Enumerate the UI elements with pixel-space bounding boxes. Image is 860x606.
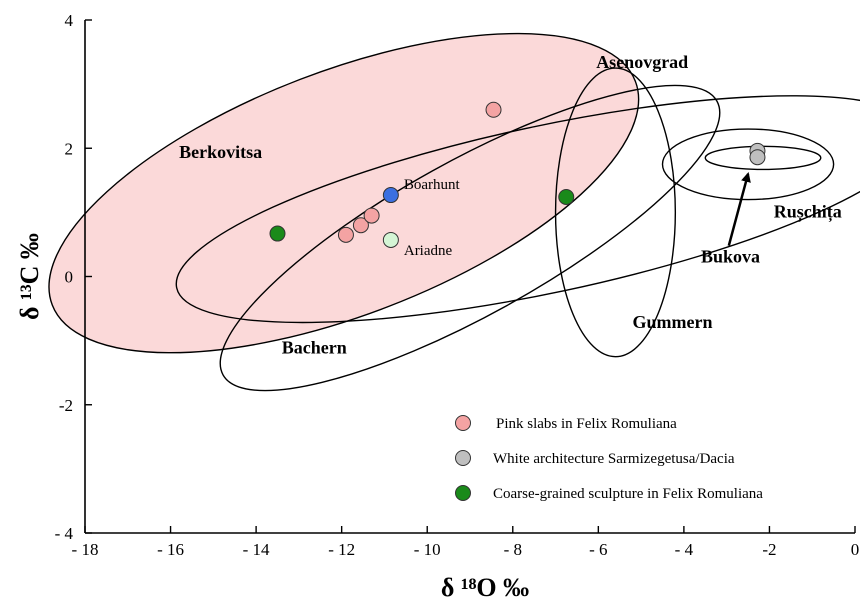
regions-layer [48,32,860,392]
bukova-arrow [727,171,751,247]
x-tick-label: - 18 [72,540,99,559]
y-axis-title: δ ¹³C ‰ [15,233,44,320]
legend-marker [455,485,471,501]
legend-entry: Coarse-grained sculpture in Felix Romuli… [493,486,763,502]
y-tick-label: 0 [65,268,74,287]
y-tick-label: 4 [65,11,74,30]
region-label-bukova: Bukova [701,246,760,266]
axes-layer: - 18 - 16 - 14 - 12 - 10 - 8 - 6 - 4 -2 0 4 2 0 -2 - 4… [15,11,859,602]
region-label-bachern: Bachern [282,337,347,357]
data-point-boarhunt [382,187,399,204]
region-label-ruchia: Rușchița [774,202,842,223]
x-tick-label: - 8 [504,540,522,559]
data-point-series0-0 [337,226,354,243]
point-label-boarhunt: Boarhunt [404,177,461,193]
region-gummern-ellipse [554,67,677,358]
x-tick-label: - 10 [414,540,441,559]
x-axis-title: δ ¹⁸O ‰ [441,573,529,602]
legend-marker [455,450,471,466]
region-ruchia-ellipse [661,128,835,201]
arrow-layer [727,171,751,247]
data-point-series0-2 [363,207,380,224]
labels-layer: Berkovitsa Bachern Asenovgrad Gummern Rușchi… [179,52,842,357]
legend: Pink slabs in Felix Romuliana White archi… [455,415,763,502]
y-tick-label: -2 [59,396,73,415]
y-tick-label: 2 [65,139,74,158]
x-tick-label: - 6 [589,540,607,559]
data-point-series1-1 [749,149,766,166]
region-label-gummern: Gummern [633,312,713,332]
region-bachern-ellipse [219,84,721,392]
x-tick-label: - 14 [243,540,270,559]
legend-entry: White architecture Sarmizegetusa/Dacia [493,451,735,467]
x-tick-label: -2 [762,540,776,559]
legend-marker [455,415,471,431]
point-label-ariadne: Ariadne [404,243,453,259]
x-tick-label: 0 [851,540,860,559]
y-tick-label: - 4 [55,524,74,543]
data-point-series2-0 [269,225,286,242]
data-point-series0-1 [352,217,369,234]
region-label-asenovgrad: Asenovgrad [596,52,688,72]
x-tick-label: - 12 [328,540,355,559]
data-point-series2-1 [558,188,575,205]
x-tick-label: - 16 [157,540,184,559]
data-point-ariadne [382,231,399,248]
x-tick-label: - 4 [675,540,694,559]
legend-entry: Pink slabs in Felix Romuliana [496,416,677,432]
region-label-berkovitsa: Berkovitsa [179,142,262,162]
points-layer: Boarhunt Ariadne [269,101,766,259]
data-point-series0-3 [485,101,502,118]
